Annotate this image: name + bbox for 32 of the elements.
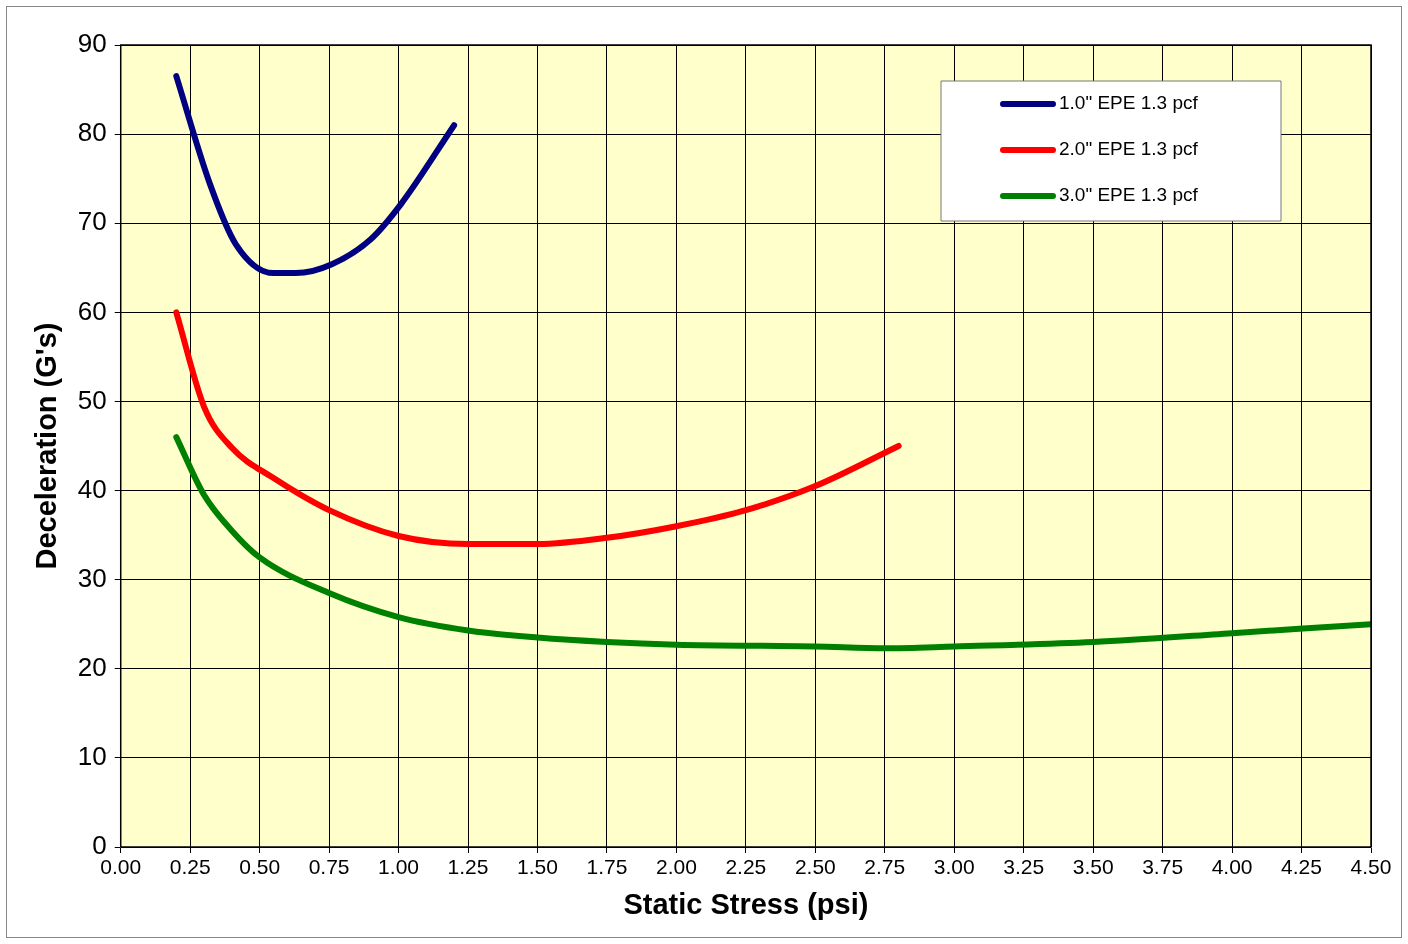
- x-tick-label: 3.25: [1003, 855, 1045, 879]
- x-tick-label: 0.50: [239, 855, 281, 879]
- x-tick-label: 4.50: [1350, 855, 1392, 879]
- x-tick-label: 3.00: [933, 855, 975, 879]
- x-tick-label: 4.25: [1281, 855, 1322, 879]
- y-tick-label: 30: [77, 562, 107, 593]
- y-tick-label: 70: [77, 206, 107, 237]
- x-tick-label: 1.00: [378, 855, 419, 879]
- x-axis-title: Static Stress (psi): [623, 887, 869, 920]
- x-tick-label: 0.25: [169, 855, 211, 879]
- x-tick-label: 2.25: [725, 855, 767, 879]
- x-tick-label: 1.25: [447, 855, 489, 879]
- y-tick-label: 50: [77, 384, 107, 415]
- y-tick-label: 20: [77, 651, 107, 682]
- y-axis-title: Deceleration (G's): [30, 322, 63, 570]
- legend-label: 3.0" EPE 1.3 pcf: [1059, 184, 1199, 206]
- x-tick-label: 3.75: [1142, 855, 1184, 879]
- x-tick-label: 4.00: [1211, 855, 1253, 879]
- x-tick-label: 2.75: [864, 855, 906, 879]
- x-tick-label: 2.00: [655, 855, 697, 879]
- legend-label: 1.0" EPE 1.3 pcf: [1059, 92, 1199, 114]
- x-tick-label: 1.50: [517, 855, 558, 879]
- legend-label: 2.0" EPE 1.3 pcf: [1059, 138, 1199, 160]
- x-tick-label: 1.75: [586, 855, 628, 879]
- y-tick-label: 90: [77, 28, 107, 59]
- x-tick-label: 2.50: [794, 855, 836, 879]
- y-tick-label: 80: [77, 117, 107, 148]
- y-tick-label: 10: [77, 741, 107, 772]
- x-tick-label: 3.50: [1072, 855, 1114, 879]
- y-tick-label: 60: [77, 295, 107, 326]
- y-tick-label: 40: [77, 473, 107, 504]
- x-tick-label: 0.75: [308, 855, 350, 879]
